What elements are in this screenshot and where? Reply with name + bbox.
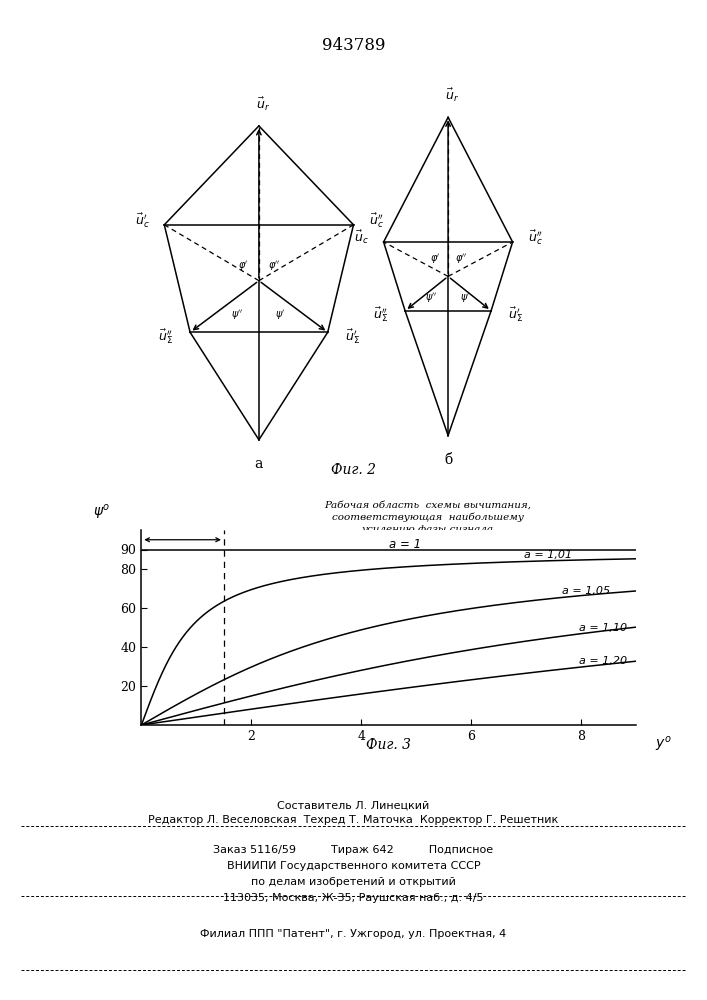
Text: ВНИИПИ Государственного комитета СССР: ВНИИПИ Государственного комитета СССР — [227, 861, 480, 871]
Text: $\psi''$: $\psi''$ — [231, 308, 244, 322]
Text: $\vec{u}_r$: $\vec{u}_r$ — [256, 96, 270, 113]
Text: $\psi'$: $\psi'$ — [460, 291, 471, 305]
Y-axis label: $\psi^o$: $\psi^o$ — [93, 503, 110, 522]
Text: $y^o$: $y^o$ — [655, 735, 672, 754]
Text: Заказ 5116/59          Тираж 642          Подписное: Заказ 5116/59 Тираж 642 Подписное — [214, 845, 493, 855]
Text: Составитель Л. Линецкий: Составитель Л. Линецкий — [277, 801, 430, 811]
Text: $\vec{u}_\Sigma''$: $\vec{u}_\Sigma''$ — [373, 306, 388, 324]
Text: a = 1,20: a = 1,20 — [578, 656, 626, 666]
Text: $\varphi''$: $\varphi''$ — [268, 259, 280, 273]
Text: б: б — [444, 453, 452, 467]
Text: a = 1,01: a = 1,01 — [524, 550, 572, 560]
Text: $\psi''$: $\psi''$ — [425, 291, 437, 305]
Text: $\varphi'$: $\varphi'$ — [430, 252, 440, 266]
Text: $\vec{u}_c''$: $\vec{u}_c''$ — [368, 211, 383, 230]
Text: 943789: 943789 — [322, 36, 385, 53]
Text: a = 1: a = 1 — [389, 538, 421, 551]
Text: $\vec{u}_\Sigma''$: $\vec{u}_\Sigma''$ — [158, 327, 173, 346]
Text: $\vec{u}_r$: $\vec{u}_r$ — [445, 87, 460, 104]
Text: $\vec{u}_\Sigma'$: $\vec{u}_\Sigma'$ — [508, 306, 523, 324]
Text: a = 1,10: a = 1,10 — [578, 623, 626, 633]
Text: а: а — [255, 457, 263, 471]
Text: $\psi'$: $\psi'$ — [275, 308, 286, 322]
Text: Фиг. 3: Фиг. 3 — [366, 738, 411, 752]
Text: $\varphi''$: $\varphi''$ — [455, 252, 467, 266]
Text: $\vec{u}_c$: $\vec{u}_c$ — [354, 229, 368, 246]
Text: a = 1,05: a = 1,05 — [562, 586, 610, 596]
Text: $\vec{u}_\Sigma'$: $\vec{u}_\Sigma'$ — [345, 327, 360, 346]
Text: Рабочая область  схемы вычитания,
соответствующая  наибольшему
усилению фазы сиг: Рабочая область схемы вычитания, соответ… — [325, 501, 531, 534]
Text: Фиг. 2: Фиг. 2 — [331, 463, 376, 477]
Text: Филиал ППП "Патент", г. Ужгород, ул. Проектная, 4: Филиал ППП "Патент", г. Ужгород, ул. Про… — [200, 929, 507, 939]
Text: $\varphi'$: $\varphi'$ — [238, 259, 249, 273]
Text: по делам изобретений и открытий: по делам изобретений и открытий — [251, 877, 456, 887]
Text: $\vec{u}_c'$: $\vec{u}_c'$ — [134, 211, 149, 230]
Text: Редактор Л. Веселовская  Техред Т. Маточка  Корректор Г. Решетник: Редактор Л. Веселовская Техред Т. Маточк… — [148, 815, 559, 825]
Text: 113035, Москва, Ж-35, Раушская наб., д. 4/5: 113035, Москва, Ж-35, Раушская наб., д. … — [223, 893, 484, 903]
Text: $\vec{u}_c''$: $\vec{u}_c''$ — [527, 228, 542, 247]
